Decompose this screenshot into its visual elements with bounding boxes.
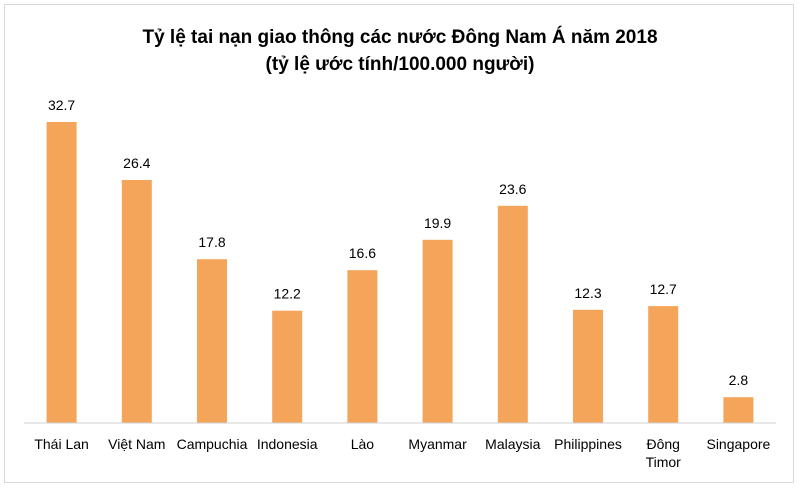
- bar-5: [422, 239, 453, 423]
- chart-subtitle: (tỷ lệ ước tính/100.000 người): [266, 54, 535, 75]
- value-label-3: 12.2: [274, 286, 301, 302]
- chart-frame: [4, 4, 794, 483]
- chart-title: Tỷ lệ tai nạn giao thông các nước Đông N…: [142, 26, 657, 48]
- value-label-8: 12.7: [650, 281, 677, 297]
- bar-9: [723, 397, 754, 423]
- category-label-6: Malaysia: [485, 436, 540, 452]
- bar-4: [347, 270, 378, 423]
- category-label-0: Thái Lan: [34, 436, 88, 452]
- bars-layer: [46, 122, 754, 423]
- category-label-7: Philippines: [554, 436, 622, 452]
- category-label-4: Lào: [351, 436, 375, 452]
- category-label-8-line-1: Timor: [646, 454, 682, 470]
- value-label-4: 16.6: [349, 245, 376, 261]
- value-label-6: 23.6: [499, 181, 526, 197]
- value-label-9: 2.8: [729, 372, 749, 388]
- value-label-0: 32.7: [48, 97, 75, 113]
- bar-0: [46, 122, 77, 423]
- bar-8: [648, 306, 679, 423]
- bar-1: [121, 180, 152, 423]
- category-label-9: Singapore: [706, 436, 770, 452]
- value-label-2: 17.8: [198, 234, 225, 250]
- value-label-5: 19.9: [424, 215, 451, 231]
- bar-6: [497, 205, 528, 423]
- category-label-2: Campuchia: [177, 436, 248, 452]
- category-label-8-line-0: Đông: [646, 436, 679, 452]
- category-label-3: Indonesia: [257, 436, 318, 452]
- category-label-5: Myanmar: [408, 436, 467, 452]
- bar-2: [197, 259, 227, 423]
- bar-7: [573, 309, 603, 423]
- value-label-1: 26.4: [123, 155, 150, 171]
- labels-layer: 32.7 Thái Lan 26.4 Việt Nam 17.8 Campuchia 12.…: [34, 97, 770, 470]
- category-label-1: Việt Nam: [108, 436, 165, 452]
- value-label-7: 12.3: [574, 285, 601, 301]
- bar-3: [272, 310, 303, 423]
